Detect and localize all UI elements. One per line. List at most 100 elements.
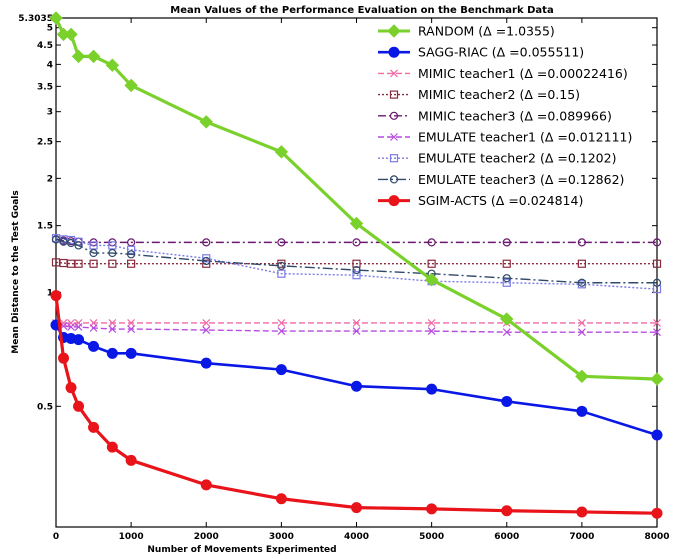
data-point [427,259,436,268]
data-point [49,11,63,25]
legend-label: RANDOM (Δ =1.0355) [418,24,555,39]
legend-label: MIMIC teacher2 (Δ =0.15) [418,87,580,102]
data-point [275,364,287,376]
data-point [202,259,211,268]
data-point [502,238,511,247]
data-point [277,238,286,247]
data-point [352,271,361,280]
data-point [202,326,211,334]
legend-entry: RANDOM (Δ =1.0355) [378,24,555,39]
data-point [125,347,137,359]
legend-entry: MIMIC teacher3 (Δ =0.089966) [378,108,612,123]
data-point [108,248,117,258]
x-tick-label: 3000 [269,532,294,542]
data-point [427,327,436,336]
data-point [502,278,511,287]
series-line [55,237,658,290]
data-point [502,328,511,337]
data-point [127,319,136,327]
series-3 [51,258,662,268]
data-point [650,372,664,386]
data-point [502,274,511,283]
data-point [653,319,661,327]
data-point [390,69,398,78]
legend-label: SGIM-ACTS (Δ =0.024814) [418,193,583,208]
data-point [58,352,70,364]
x-tick-label: 0 [53,532,59,542]
data-point [389,154,399,163]
series-lines [49,11,664,519]
data-point [64,27,78,42]
legend-entry: SGIM-ACTS (Δ =0.024814) [378,193,583,208]
data-point [277,327,286,336]
data-point [108,325,117,333]
x-tick-label: 7000 [569,532,594,542]
data-point [277,269,286,278]
data-point [67,323,75,331]
data-point [73,334,85,346]
data-point [653,328,661,337]
data-point [125,454,137,466]
data-point [74,323,83,331]
data-point [200,479,212,491]
data-point [352,238,361,247]
x-tick-label: 8000 [644,532,669,542]
y-tick-label: 0.5 [37,402,53,412]
legend-label: EMULATE teacher1 (Δ =0.012111) [418,130,632,145]
series-line [55,261,657,265]
legend-entry: SAGG-RIAC (Δ =0.055511) [378,45,584,60]
data-point [427,319,436,327]
data-point [352,259,361,268]
data-point [351,502,362,514]
y-tick-label: 1 [47,288,53,298]
data-point [501,505,513,517]
series-1 [50,319,663,441]
data-point [127,325,136,333]
data-point [352,327,361,336]
data-point [202,319,211,327]
data-point [106,347,118,359]
data-point [387,24,401,38]
y-tick-label: 3.5 [37,82,53,92]
x-tick-label: 6000 [494,532,519,542]
legend: RANDOM (Δ =1.0355) SAGG-RIAC (Δ =0.055511… [378,24,632,208]
x-tick-label: 1000 [119,532,144,542]
data-point [71,49,86,64]
legend-label: MIMIC teacher3 (Δ =0.089966) [418,108,612,123]
data-point [108,259,117,268]
x-axis-label: Number of Movements Experimented [147,545,336,555]
y-tick-label: 2 [47,174,53,184]
data-point [426,383,438,395]
data-point [349,216,364,231]
data-point [352,319,361,327]
data-point [652,238,662,247]
data-point [501,395,513,407]
data-point [652,278,662,287]
data-point [86,49,101,64]
data-point [389,175,399,184]
data-point [89,259,98,268]
y-tick-label: 3 [47,108,53,118]
data-point [105,58,120,72]
y-tick-label: 1.5 [37,222,53,232]
data-point [575,369,589,384]
data-point [500,312,514,326]
data-point [502,259,511,268]
data-point [127,259,136,268]
legend-label: EMULATE teacher3 (Δ =0.12862) [418,172,624,187]
legend-label: EMULATE teacher2 (Δ =0.1202) [418,151,616,166]
data-point [576,405,588,417]
data-point [426,503,438,515]
data-point [200,357,212,369]
data-point [576,506,588,518]
legend-entry: EMULATE teacher2 (Δ =0.1202) [378,151,616,166]
data-point [390,133,398,141]
axis-ticks: 0 1000 2000 3000 4000 5000 6000 7000 8000 0.5 1 1.5… [18,14,669,542]
data-point [51,235,61,244]
y-tick-label: 4.5 [37,41,53,51]
data-point [651,507,663,519]
data-point [199,115,213,129]
series-7 [51,235,662,287]
data-point [65,382,77,394]
